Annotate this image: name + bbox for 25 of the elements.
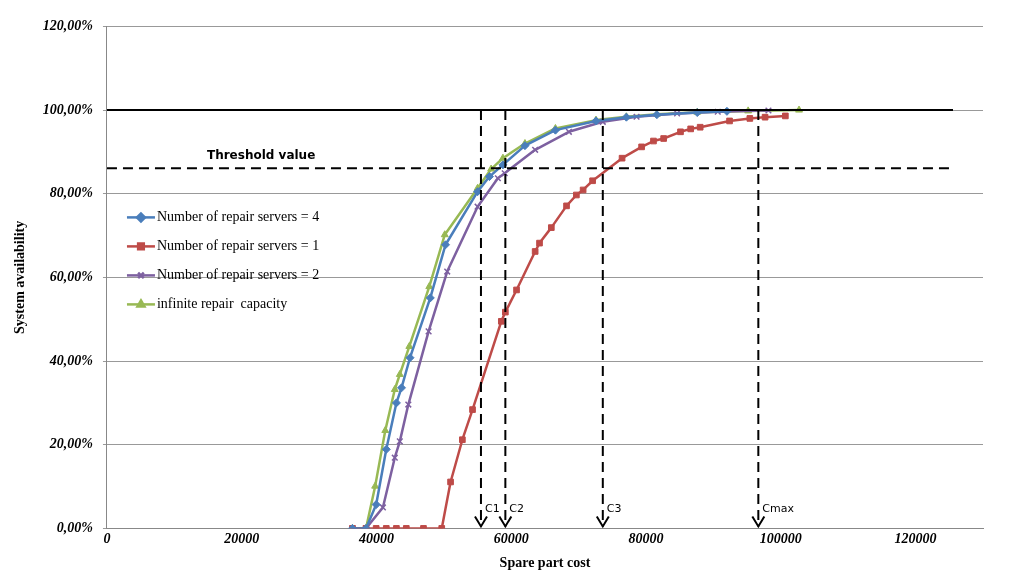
ref-line-label: C1 bbox=[484, 501, 500, 515]
x-tick-label: 80000 bbox=[628, 531, 664, 547]
y-tick-label: 60,00% bbox=[49, 269, 93, 285]
y-tick-label: 40,00% bbox=[48, 352, 93, 368]
y-tick-label: 120,00% bbox=[42, 18, 93, 34]
ref-line-label: Threshold value bbox=[206, 148, 316, 163]
legend-label: infinite repair capacity bbox=[156, 296, 288, 312]
x-axis-title: Spare part cost bbox=[499, 555, 591, 571]
ref-line-label: C3 bbox=[606, 501, 622, 515]
legend-label: Number of repair servers = 2 bbox=[156, 267, 320, 283]
x-tick-label: 120000 bbox=[894, 531, 937, 547]
y-tick-label: 100,00% bbox=[42, 101, 93, 117]
x-tick-label: 40000 bbox=[358, 531, 395, 547]
y-tick-label: 0,00% bbox=[56, 520, 93, 536]
legend-label: Number of repair servers = 1 bbox=[156, 238, 320, 254]
ref-line-label: C2 bbox=[509, 501, 525, 515]
x-tick-label: 20000 bbox=[223, 531, 260, 547]
y-tick-label: 80,00% bbox=[49, 185, 93, 201]
x-tick-label: 0 bbox=[103, 531, 111, 547]
x-tick-label: 100000 bbox=[759, 531, 802, 547]
y-axis-title: System availability bbox=[12, 220, 28, 334]
legend-label: Number of repair servers = 4 bbox=[156, 209, 320, 225]
y-tick-label: 20,00% bbox=[48, 436, 93, 452]
ref-line-label: Cmax bbox=[762, 501, 795, 515]
x-tick-label: 60000 bbox=[493, 531, 529, 547]
